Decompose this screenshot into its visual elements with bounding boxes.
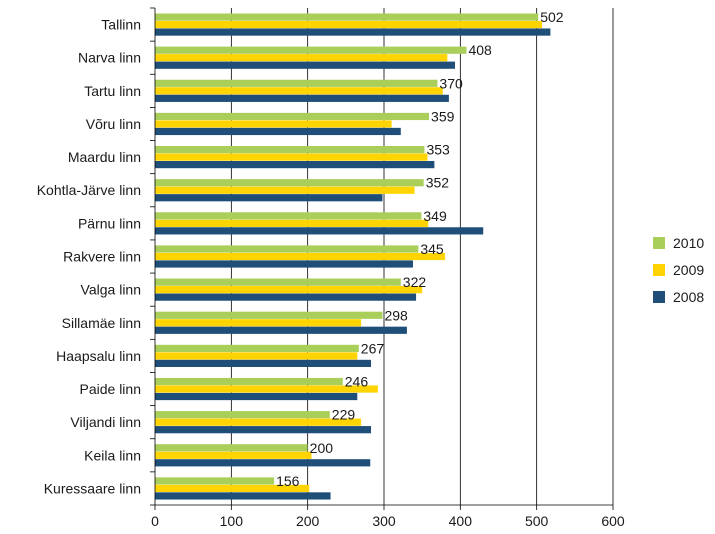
bar-2008: [155, 62, 455, 69]
category-label: Narva linn: [78, 50, 141, 66]
bar-2008: [155, 294, 416, 301]
category-label: Keila linn: [84, 447, 141, 463]
bar-2009: [155, 54, 447, 61]
bars: [155, 13, 550, 499]
category-label: Kuressaare linn: [44, 480, 141, 496]
bar-2010: [155, 477, 274, 484]
legend-label-2008: 2008: [673, 289, 704, 305]
data-label: 298: [384, 307, 408, 323]
bar-2010: [155, 146, 424, 153]
data-label: 370: [439, 75, 463, 91]
category-label: Viljandi linn: [70, 414, 141, 430]
bar-2008: [155, 227, 483, 234]
data-label: 353: [426, 142, 450, 158]
x-tick-label: 600: [601, 513, 625, 529]
legend-label-2009: 2009: [673, 262, 704, 278]
bar-2010: [155, 80, 437, 87]
bar-2008: [155, 260, 413, 267]
bar-2010: [155, 113, 429, 120]
bar-2010: [155, 345, 359, 352]
bar-2008: [155, 393, 357, 400]
bar-2008: [155, 194, 382, 201]
bar-2008: [155, 95, 449, 102]
category-label: Maardu linn: [68, 149, 141, 165]
category-label: Kohtla-Järve linn: [37, 182, 141, 198]
legend-label-2010: 2010: [673, 235, 704, 251]
x-tick-labels: 0 100 200 300 400 500 600: [151, 513, 625, 529]
bar-2008: [155, 360, 371, 367]
bar-2009: [155, 452, 311, 459]
bar-2010: [155, 212, 421, 219]
x-tick-label: 200: [296, 513, 320, 529]
bar-2010: [155, 13, 538, 20]
data-label: 345: [420, 241, 444, 257]
bar-2009: [155, 419, 361, 426]
x-tick-label: 400: [449, 513, 473, 529]
x-tick-label: 300: [372, 513, 396, 529]
data-label: 408: [468, 42, 492, 58]
category-label: Valga linn: [81, 282, 141, 298]
bar-2009: [155, 352, 357, 359]
legend: 2010 2009 2008: [653, 235, 704, 305]
bar-2009: [155, 21, 542, 28]
bar-2009: [155, 319, 361, 326]
bar-2010: [155, 444, 308, 451]
category-labels: Tallinn Narva linn Tartu linn Võru linn Maar…: [37, 17, 141, 497]
data-label: 502: [540, 9, 564, 25]
bar-2008: [155, 161, 434, 168]
x-tick-label: 500: [525, 513, 549, 529]
data-label: 352: [426, 175, 450, 191]
category-label: Tallinn: [101, 17, 141, 33]
bar-2008: [155, 426, 371, 433]
bar-2008: [155, 327, 407, 334]
category-label: Haapsalu linn: [56, 348, 141, 364]
data-label: 246: [345, 374, 369, 390]
category-label: Paide linn: [80, 381, 142, 397]
bar-2010: [155, 312, 382, 319]
bar-2009: [155, 286, 422, 293]
bar-2010: [155, 378, 343, 385]
data-label: 229: [332, 407, 356, 423]
bar-2009: [155, 87, 443, 94]
category-label: Võru linn: [86, 116, 141, 132]
category-label: Tartu linn: [84, 83, 141, 99]
bar-2009: [155, 187, 415, 194]
bar-2009: [155, 253, 445, 260]
legend-swatch-2008: [653, 291, 665, 303]
x-tick-label: 100: [220, 513, 244, 529]
bar-2008: [155, 28, 550, 35]
bar-2009: [155, 154, 428, 161]
bar-2010: [155, 279, 401, 286]
data-label: 200: [310, 440, 334, 456]
bar-2010: [155, 411, 330, 418]
data-label: 359: [431, 108, 455, 124]
category-label: Rakvere linn: [63, 249, 141, 265]
bar-2009: [155, 120, 392, 127]
bar-2010: [155, 179, 424, 186]
category-label: Sillamäe linn: [62, 315, 141, 331]
data-label: 267: [361, 340, 385, 356]
bar-2010: [155, 47, 466, 54]
category-label: Pärnu linn: [78, 215, 141, 231]
bar-2008: [155, 492, 331, 499]
bar-2008: [155, 459, 370, 466]
legend-swatch-2009: [653, 264, 665, 276]
bar-2010: [155, 245, 418, 252]
bar-2009: [155, 220, 428, 227]
data-label: 349: [423, 208, 447, 224]
data-label: 322: [403, 274, 427, 290]
x-tick-label: 0: [151, 513, 159, 529]
bar-2008: [155, 128, 401, 135]
legend-swatch-2010: [653, 237, 665, 249]
data-label: 156: [276, 473, 300, 489]
